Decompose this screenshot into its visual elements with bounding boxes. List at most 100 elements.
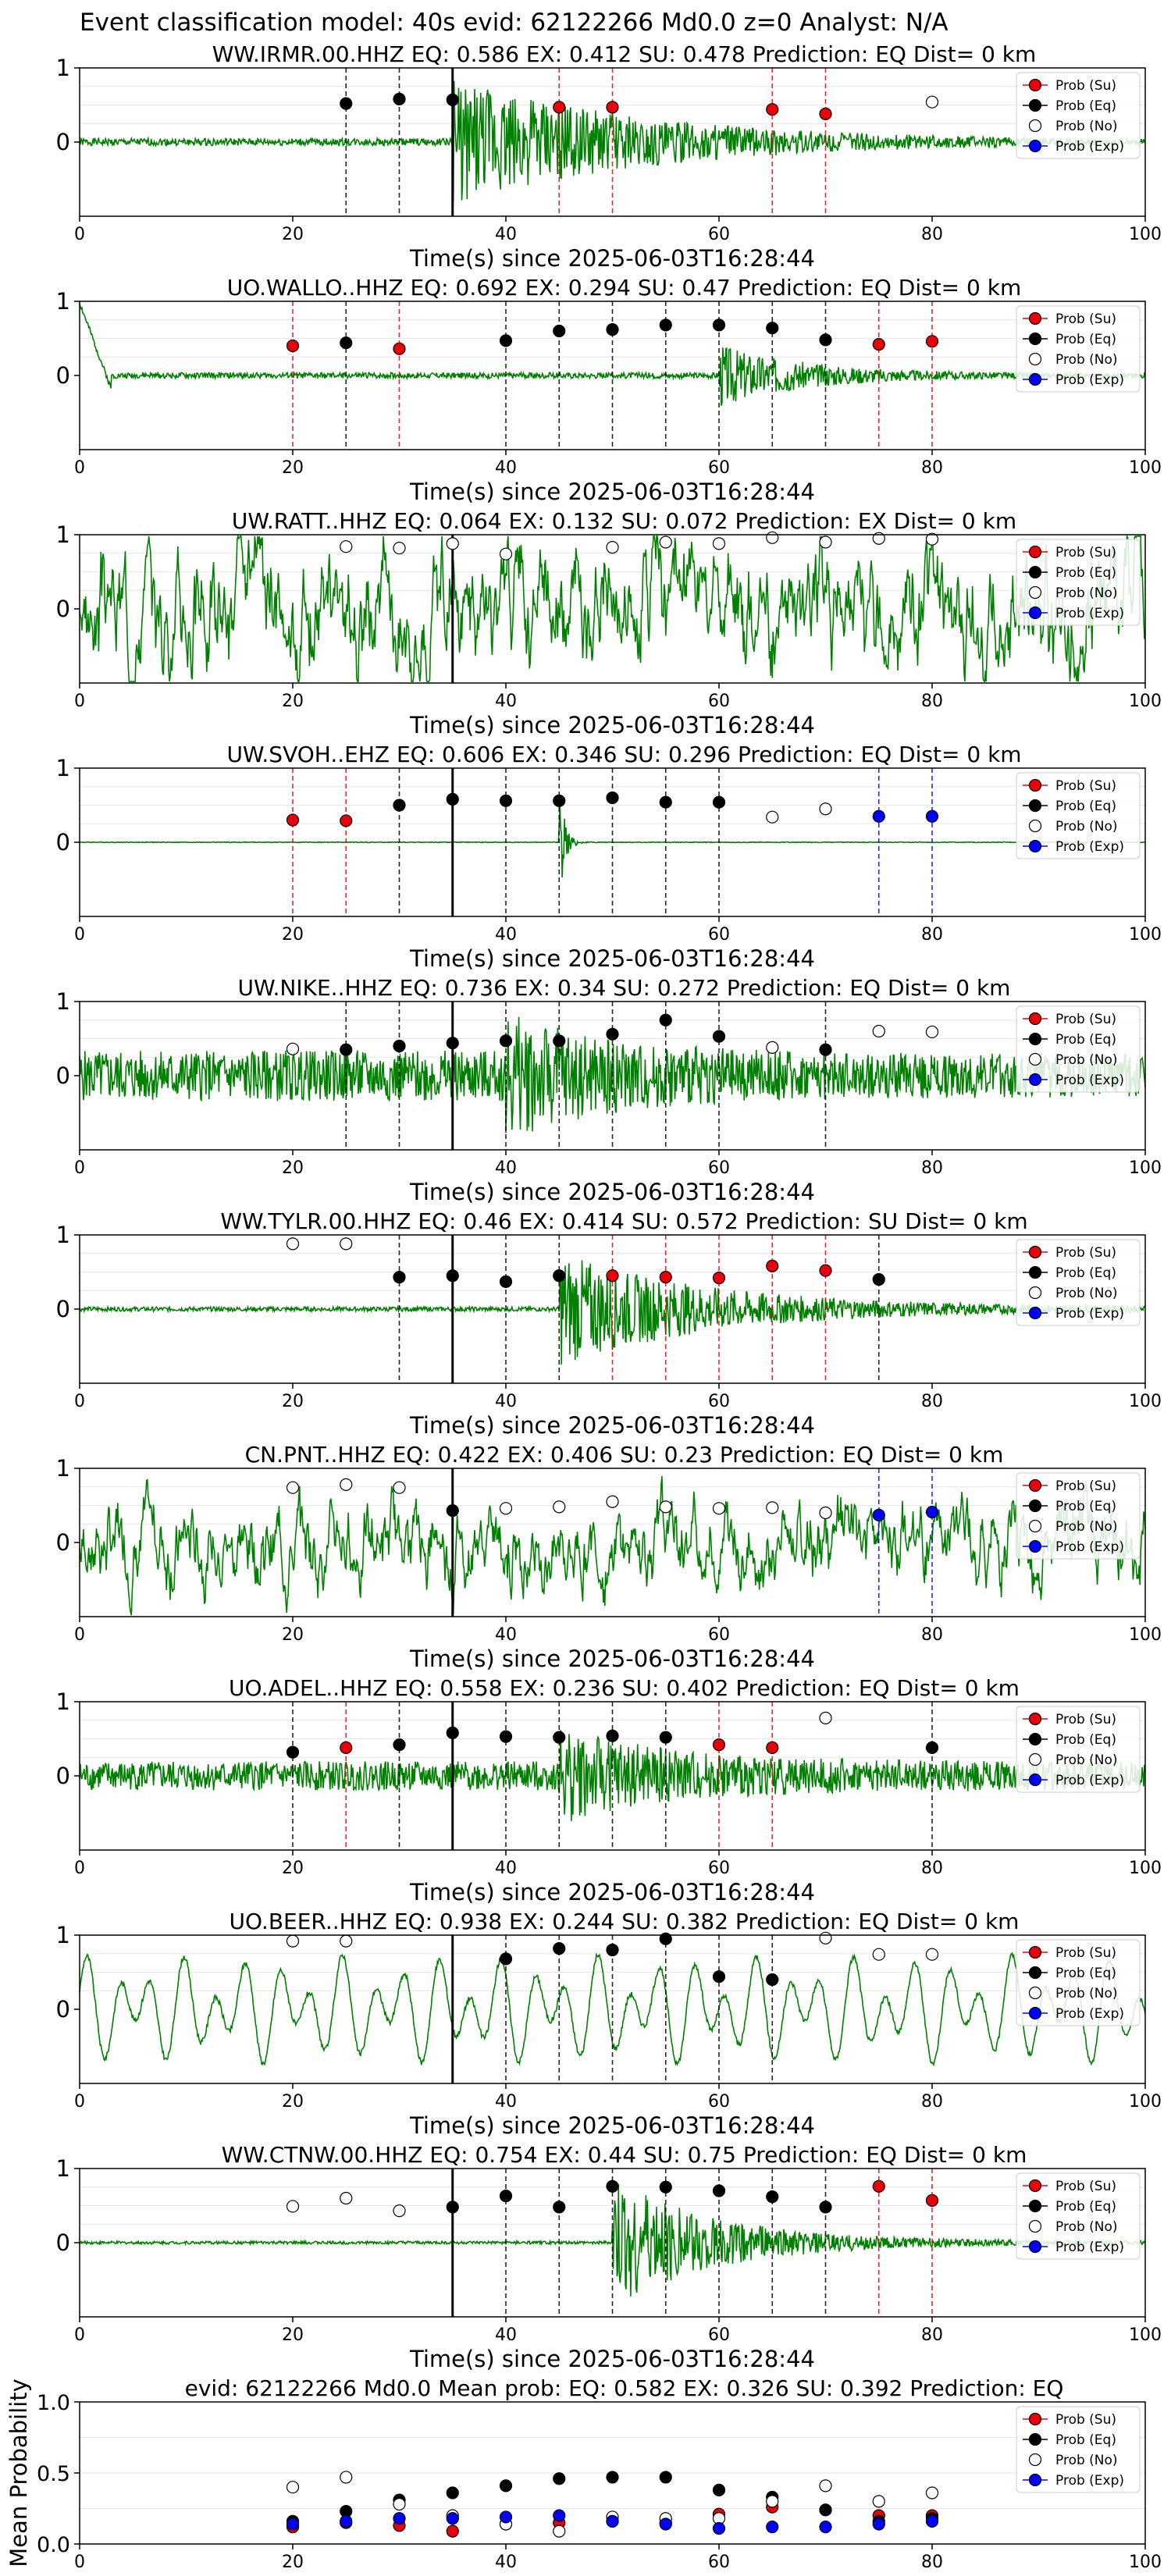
x-axis-label: Time(s) since 2025-06-03T16:28:44 [409,945,815,972]
x-tick-label: 20 [282,1859,304,1878]
point-eq [925,1741,939,1754]
y-tick-label: 1 [56,755,70,781]
x-tick-label: 0 [74,1625,85,1645]
point-su [286,813,300,827]
point-no [499,1502,513,1515]
x-tick-label: 0 [74,2553,85,2572]
point-eq [659,795,672,809]
point-no [766,1041,779,1055]
legend: Prob (Su) Prob (Eq) Prob (No) Prob (Exp) [1016,1706,1141,1793]
y-tick-label: 1.0 [37,2391,70,2415]
y-tick-label: 0 [56,829,70,856]
x-tick-label: 100 [1129,225,1162,244]
point-no [872,2495,885,2508]
legend-label: Prob (Eq) [1055,1499,1116,1514]
point-exp [925,1505,939,1519]
x-tick-label: 40 [495,925,517,945]
legend-label: Prob (No) [1055,1519,1118,1535]
x-tick-label: 100 [1129,458,1162,478]
x-axis-label: Time(s) since 2025-06-03T16:28:44 [409,479,815,505]
x-axis-label: Time(s) since 2025-06-03T16:28:44 [409,712,815,738]
x-tick-label: 20 [282,2325,304,2345]
legend-label: Prob (Exp) [1055,2240,1124,2255]
point-no [872,532,885,545]
point-su [925,335,939,348]
point-eq [659,2180,672,2194]
panel-title: UW.NIKE..HHZ EQ: 0.736 EX: 0.34 SU: 0.27… [238,975,1011,1001]
x-tick-label: 40 [495,2325,517,2345]
point-eq [446,1037,459,1050]
legend-marker-su [1028,78,1042,92]
legend-marker-su [1028,545,1042,559]
y-tick-label: 0 [56,1996,70,2023]
point-su [340,814,353,827]
x-tick-label: 100 [1129,2092,1162,2112]
point-no [925,95,939,109]
x-tick-label: 40 [495,1859,517,1878]
point-eq [819,1043,832,1056]
point-eq [499,1952,513,1966]
y-axis-label: Mean Probability [5,2379,32,2567]
point-su [925,2194,939,2207]
point-eq [340,1043,353,1056]
x-tick-label: 20 [282,2092,304,2112]
point-su [819,107,832,120]
x-tick-label: 60 [708,1158,730,1178]
point-no [340,540,353,553]
point-eq [393,92,406,106]
point-exp [925,809,939,823]
x-tick-label: 80 [921,1625,943,1645]
point-eq [499,1275,513,1288]
legend-label: Prob (Exp) [1055,839,1124,855]
legend-marker-exp [1028,2240,1042,2254]
legend-marker-eq [1028,1265,1042,1279]
legend-box [1016,1472,1141,1560]
legend-label: Prob (Su) [1055,545,1116,560]
point-exp [712,2521,726,2535]
x-tick-label: 40 [495,1625,517,1645]
station-panel-3: 0 20 40 60 80 100 0 1 UW.SVOH..EHZ EQ: 0.606 EX:… [56,742,1162,972]
point-no [925,2486,939,2500]
point-eq [819,2201,832,2214]
legend-label: Prob (Su) [1055,2179,1116,2194]
point-eq [499,1730,513,1743]
x-tick-label: 60 [708,458,730,478]
x-tick-label: 80 [921,2553,943,2572]
point-eq [446,93,459,106]
x-tick-label: 40 [495,2553,517,2572]
x-tick-label: 0 [74,1158,85,1178]
x-tick-label: 80 [921,692,943,711]
point-eq [553,1034,566,1048]
legend-marker-exp [1028,2473,1042,2487]
point-no [659,1500,672,1514]
x-tick-label: 80 [921,225,943,244]
point-no [712,1502,726,1515]
point-no [286,2481,300,2494]
point-exp [766,2521,779,2534]
legend-marker-exp [1028,139,1042,153]
point-su [606,1269,619,1283]
point-no [393,2497,406,2511]
x-tick-label: 20 [282,2553,304,2572]
mean-probability-panel: 0 20 40 60 80 100 0.0 0.5 1.0 evid: 62122266 Md0.… [5,2375,1162,2572]
x-tick-label: 100 [1129,1158,1162,1178]
legend-marker-su [1028,1712,1042,1726]
station-panel-0: 0 20 40 60 80 100 0 1 WW.IRMR.00.HHZ EQ: 0.586 E… [56,41,1162,272]
y-tick-label: 0 [56,1529,70,1556]
point-no [340,1934,353,1948]
x-tick-label: 0 [74,1392,85,1411]
point-su [819,1264,832,1277]
legend-label: Prob (Exp) [1055,372,1124,388]
point-eq [766,2190,779,2204]
legend: Prob (Su) Prob (Eq) Prob (No) Prob (Exp) [1016,2406,1141,2493]
point-eq [393,1039,406,1053]
legend-label: Prob (No) [1055,1752,1118,1768]
y-tick-label: 0 [56,129,70,155]
point-exp [606,2514,619,2528]
legend-marker-su [1028,1012,1042,1026]
station-panel-7: 0 20 40 60 80 100 0 1 UO.ADEL..HHZ EQ: 0.558 EX:… [56,1675,1162,1905]
point-eq [340,97,353,110]
point-eq [446,1504,459,1517]
x-tick-label: 100 [1129,692,1162,711]
